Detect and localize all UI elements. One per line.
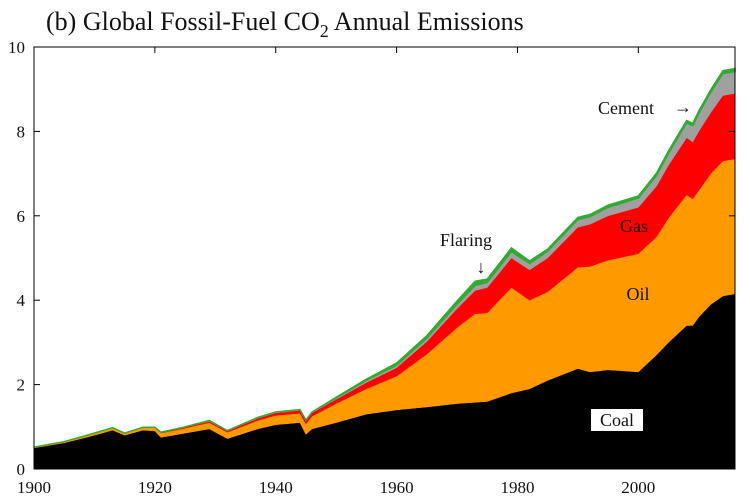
flaring-arrow-icon: ↓ <box>477 257 486 277</box>
chart-title: (b) Global Fossil-Fuel CO2 Annual Emissi… <box>46 7 524 41</box>
x-tick-label: 1960 <box>380 478 414 497</box>
x-tick-label: 1920 <box>138 478 172 497</box>
plot-frame <box>33 46 736 470</box>
x-tick-label: 1940 <box>259 478 293 497</box>
x-tick-label: 1900 <box>17 478 51 497</box>
axes-layer: 1900 1920 1940 1960 1980 2000 0 2 4 6 8 10 <box>8 38 735 497</box>
gas-label: Gas <box>620 216 648 236</box>
y-tick-label: 0 <box>17 460 26 479</box>
flaring-label: Flaring <box>440 230 492 250</box>
y-tick-label: 10 <box>8 38 25 57</box>
chart-title-suffix: Annual Emissions <box>329 7 524 36</box>
y-tick-label: 4 <box>17 291 26 310</box>
x-tick-label: 1980 <box>500 478 534 497</box>
cement-arrow-icon: → <box>674 97 692 117</box>
y-tick-label: 6 <box>17 207 26 226</box>
x-tick-label: 2000 <box>621 478 655 497</box>
chart-title-subscript: 2 <box>320 21 329 41</box>
cement-label: Cement <box>598 98 654 118</box>
y-tick-label: 2 <box>17 376 26 395</box>
coal-label: Coal <box>600 410 634 430</box>
oil-label: Oil <box>626 284 649 304</box>
stacked-area-layer <box>33 67 736 470</box>
y-tick-label: 8 <box>17 122 26 141</box>
coal-label-box <box>591 409 643 431</box>
chart-title-prefix: (b) Global Fossil-Fuel CO <box>46 7 320 36</box>
